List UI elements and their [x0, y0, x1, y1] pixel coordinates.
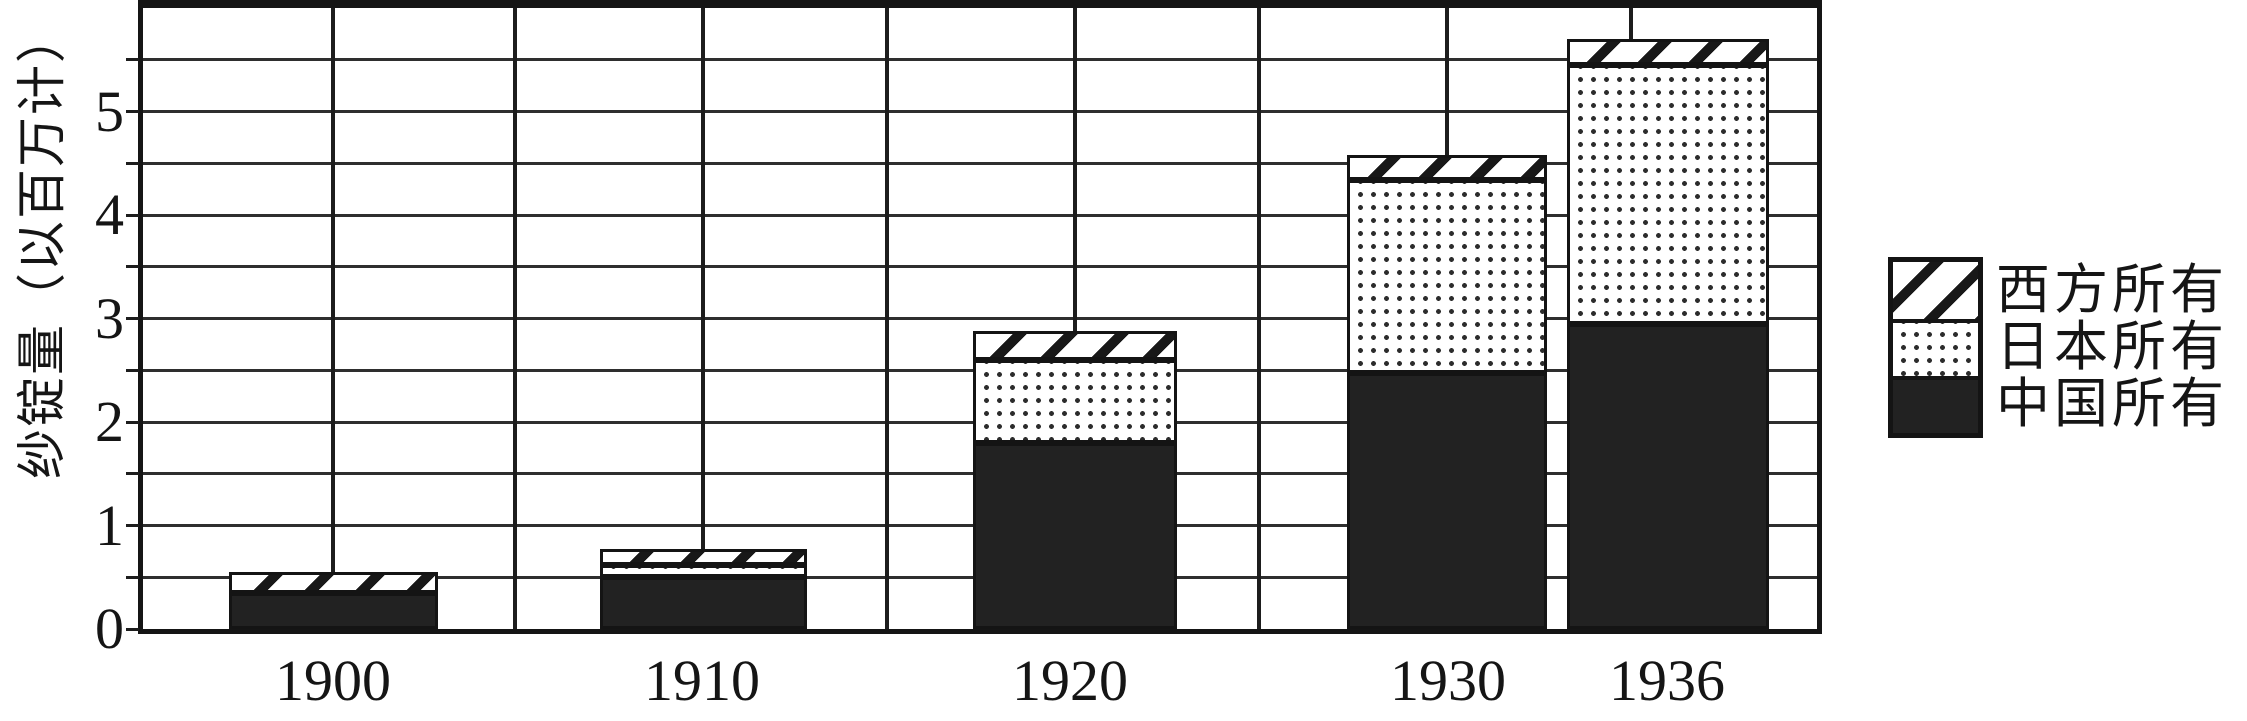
- y-axis-tick: [126, 472, 139, 476]
- y-axis-tick: [126, 213, 139, 217]
- gridline-horizontal: [143, 213, 1817, 217]
- y-tick-label: 4: [95, 182, 124, 247]
- gridline-horizontal: [143, 265, 1817, 269]
- gridline-horizontal: [143, 58, 1817, 62]
- y-tick-label: 2: [95, 389, 124, 454]
- legend-swatch-western-owned: [1893, 262, 1978, 319]
- plot-area: [138, 0, 1822, 634]
- bar-1930-western-owned: [1347, 155, 1547, 180]
- gridline-vertical: [513, 8, 517, 629]
- y-axis-tick: [126, 265, 139, 269]
- y-axis-tick: [126, 575, 139, 579]
- gridline-horizontal: [143, 317, 1817, 320]
- x-tick-label: 1920: [1012, 648, 1128, 713]
- bar-1920-western-owned: [973, 330, 1177, 360]
- bar-1936-japanese-owned: [1567, 64, 1769, 324]
- gridline-vertical: [1257, 8, 1261, 629]
- x-tick-label: 1910: [644, 648, 760, 713]
- bar-1930-chinese-owned: [1347, 373, 1547, 629]
- y-axis-tick: [126, 368, 139, 372]
- y-axis-tick: [126, 58, 139, 62]
- x-tick-label: 1936: [1609, 648, 1725, 713]
- gridline-vertical: [885, 8, 889, 629]
- legend-swatch-japanese-owned: [1893, 319, 1978, 376]
- bar-1910-japanese-owned: [599, 564, 807, 578]
- gridline-vertical: [331, 8, 335, 629]
- y-tick-label: 5: [95, 78, 124, 144]
- x-tick-label: 1900: [275, 648, 391, 713]
- y-axis-tick: [126, 317, 139, 320]
- y-axis-tick: [126, 420, 139, 424]
- x-tick-label: 1930: [1390, 648, 1506, 713]
- legend-label-western-owned: 西方所有: [1996, 260, 2228, 320]
- gridline-horizontal: [143, 110, 1817, 113]
- bar-1910-chinese-owned: [599, 577, 807, 630]
- y-tick-label: 1: [95, 492, 124, 558]
- legend-label-chinese-owned: 中国所有: [1996, 374, 2228, 434]
- bar-1910-western-owned: [599, 549, 807, 565]
- legend-label-japanese-owned: 日本所有: [1996, 317, 2228, 377]
- bar-1930-japanese-owned: [1347, 179, 1547, 374]
- gridline-horizontal: [143, 161, 1817, 165]
- y-axis-tick: [126, 110, 139, 113]
- legend-swatch-chinese-owned: [1893, 376, 1978, 433]
- legend-labels: 西方所有 日本所有 中国所有: [1996, 262, 2247, 433]
- y-axis-tick: [126, 161, 139, 165]
- bar-1936-western-owned: [1567, 39, 1769, 65]
- y-axis-tick: [126, 627, 139, 631]
- bar-1936-chinese-owned: [1567, 323, 1769, 629]
- legend-swatch-box: [1888, 257, 1983, 438]
- bar-1920-chinese-owned: [973, 442, 1177, 629]
- y-axis-tick: [126, 524, 139, 527]
- bar-1900-western-owned: [228, 572, 438, 593]
- y-tick-label: 3: [95, 285, 124, 351]
- bar-1900-chinese-owned: [228, 592, 438, 629]
- bar-1920-japanese-owned: [973, 359, 1177, 443]
- y-tick-label: 0: [95, 596, 124, 661]
- gridline-vertical: [701, 8, 705, 629]
- gridline-vertical: [1073, 8, 1077, 629]
